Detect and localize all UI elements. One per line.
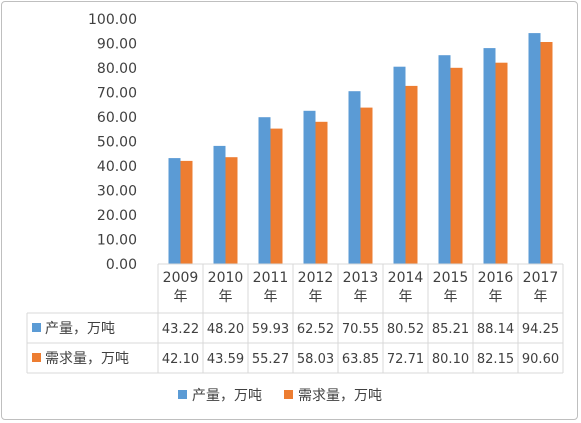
y-tick-label: 80.00 xyxy=(97,61,137,77)
bar-production-0 xyxy=(168,158,181,264)
bar-demand-0 xyxy=(180,160,193,264)
bar-production-3 xyxy=(303,110,316,264)
table-value: 80.10 xyxy=(432,352,469,367)
y-tick-label: 0.00 xyxy=(106,257,137,273)
x-tick-label: 2015 年 xyxy=(433,270,469,305)
table-value: 85.21 xyxy=(432,322,469,337)
table-value: 88.14 xyxy=(477,322,514,337)
y-tick-label: 30.00 xyxy=(97,184,137,200)
bar-production-2 xyxy=(258,117,271,264)
table-value: 42.10 xyxy=(162,352,199,367)
legend-key-0 xyxy=(178,390,187,399)
table-value: 63.85 xyxy=(342,352,379,367)
bar-demand-5 xyxy=(405,85,418,265)
table-value: 72.71 xyxy=(387,352,424,367)
legend: 产量，万吨 需求量，万吨 xyxy=(178,388,382,404)
table-value: 90.60 xyxy=(522,352,559,367)
bar-demand-7 xyxy=(495,62,508,265)
table-series-name: 需求量，万吨 xyxy=(45,351,129,367)
bars-layer xyxy=(168,33,553,265)
table-value: 58.03 xyxy=(297,352,334,367)
legend-label-1: 需求量，万吨 xyxy=(298,388,382,404)
x-tick-label: 2014 年 xyxy=(388,270,424,305)
y-tick-label: 50.00 xyxy=(97,135,137,151)
bar-production-7 xyxy=(483,48,496,264)
table-value: 43.59 xyxy=(207,352,244,367)
y-tick-label: 10.00 xyxy=(97,233,137,249)
x-tick-label: 2012 年 xyxy=(298,270,334,305)
table-value: 55.27 xyxy=(252,352,289,367)
bar-production-1 xyxy=(213,145,226,264)
data-table: 2009 年 2010 年 2011 年 2012 年 2013 年 2014 年 2015 年 2016 年… xyxy=(26,263,564,374)
x-tick-label: 2011 年 xyxy=(253,270,289,305)
y-tick-label: 100.00 xyxy=(88,12,137,28)
bar-production-5 xyxy=(393,66,406,264)
table-value: 82.15 xyxy=(477,352,514,367)
bar-demand-8 xyxy=(540,42,553,264)
legend-label-0: 产量，万吨 xyxy=(192,388,262,404)
axis-layer: 0.00 10.00 20.00 30.00 40.00 50.00 60.00 70.00 8… xyxy=(88,12,137,273)
x-tick-label: 2016 年 xyxy=(478,270,514,305)
legend-key-1 xyxy=(284,390,293,399)
y-tick-label: 70.00 xyxy=(97,86,137,102)
table-value: 62.52 xyxy=(297,322,334,337)
table-value: 94.25 xyxy=(522,322,559,337)
y-tick-label: 60.00 xyxy=(97,110,137,126)
bar-demand-1 xyxy=(225,157,238,264)
bar-production-4 xyxy=(348,91,361,264)
y-tick-label: 40.00 xyxy=(97,159,137,175)
bar-demand-3 xyxy=(315,121,328,264)
x-tick-label: 2017 年 xyxy=(523,270,559,305)
table-value: 59.93 xyxy=(252,322,289,337)
y-tick-label: 90.00 xyxy=(97,37,137,53)
table-series-name: 产量，万吨 xyxy=(45,321,115,337)
table-value: 43.22 xyxy=(162,322,199,337)
bar-demand-4 xyxy=(360,107,373,264)
bar-production-6 xyxy=(438,55,451,265)
x-tick-label: 2009 年 xyxy=(163,270,199,305)
bar-demand-6 xyxy=(450,67,463,264)
table-legend-key xyxy=(32,353,41,362)
table-value: 48.20 xyxy=(207,322,244,337)
x-tick-label: 2010 年 xyxy=(208,270,244,305)
y-tick-label: 20.00 xyxy=(97,208,137,224)
table-legend-key xyxy=(32,323,41,332)
table-value: 70.55 xyxy=(342,322,379,337)
bar-demand-2 xyxy=(270,128,283,264)
table-value: 80.52 xyxy=(387,322,424,337)
x-tick-label: 2013 年 xyxy=(343,270,379,305)
bar-production-8 xyxy=(528,33,541,264)
